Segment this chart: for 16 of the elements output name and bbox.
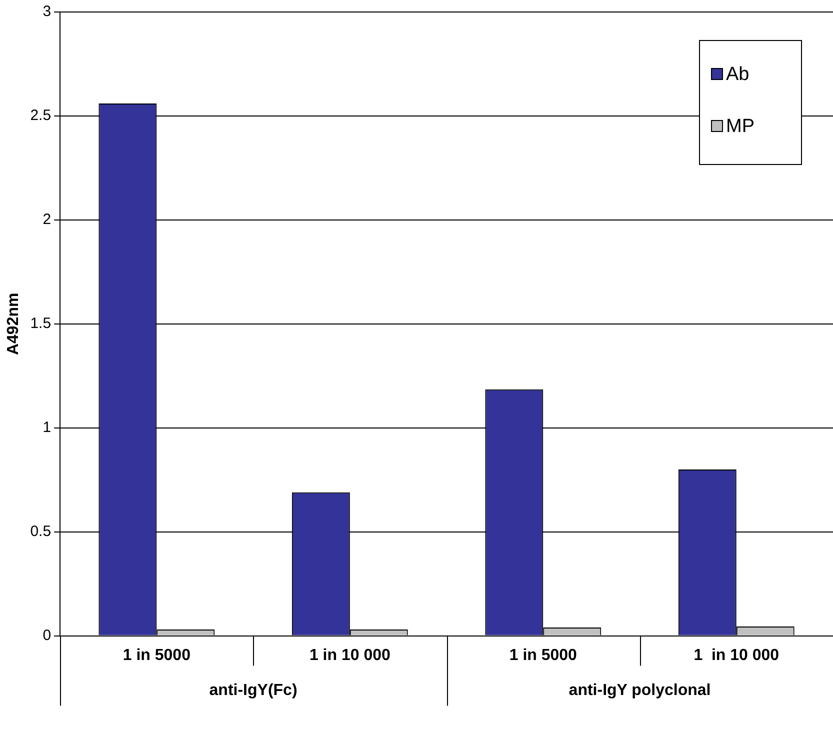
legend-label: MP [726, 116, 754, 138]
y-tick-label: 0.5 [30, 522, 52, 540]
y-tick-label: 1.5 [30, 315, 52, 332]
x-tick-label: 1 in 5000 [509, 646, 578, 664]
text: anti-IgY polyclonal [568, 682, 711, 700]
x-tick-label: 1 in 5000 [122, 646, 191, 664]
y-axis-title: A492nm [5, 292, 22, 356]
y-tick-label: 0 [42, 626, 52, 644]
text: anti-IgY(Fc) [209, 682, 298, 700]
y-tick-label: 2 [42, 211, 52, 228]
x-tick-label: 1 in 10 000 [309, 646, 390, 664]
y-tick-label: 1 [42, 419, 52, 436]
legend-label: Ab [726, 64, 750, 86]
x-tick-label: 1 in 10 000 [694, 646, 780, 664]
y-tick-label: 3 [42, 3, 52, 20]
y-tick-label: 2.5 [30, 107, 52, 124]
